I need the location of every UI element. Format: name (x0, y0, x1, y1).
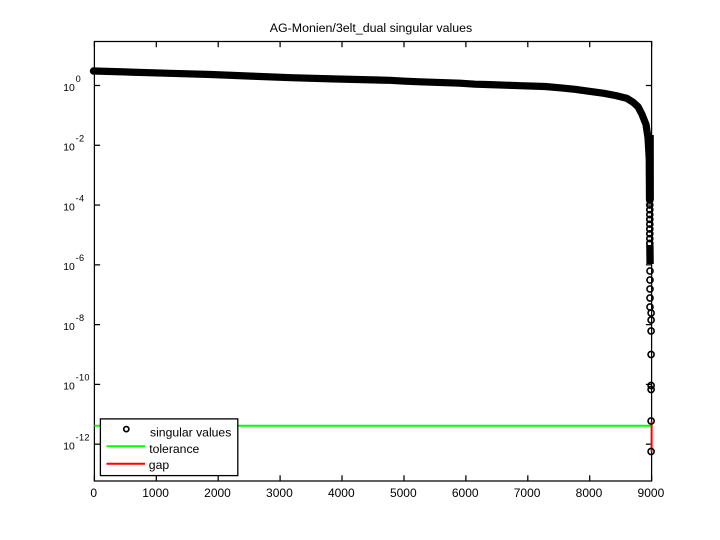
svg-text:0: 0 (90, 486, 97, 500)
svg-text:5000: 5000 (390, 486, 417, 500)
svg-text:4000: 4000 (328, 486, 355, 500)
svg-text:6000: 6000 (452, 486, 479, 500)
svg-text:tolerance: tolerance (149, 442, 199, 456)
svg-text:AG-Monien/3elt_dual singular v: AG-Monien/3elt_dual singular values (270, 21, 473, 35)
svg-text:singular values: singular values (150, 426, 231, 440)
svg-text:9000: 9000 (638, 486, 665, 500)
svg-text:2000: 2000 (204, 486, 231, 500)
svg-text:1000: 1000 (142, 486, 169, 500)
svg-text:3000: 3000 (266, 486, 293, 500)
svg-text:8000: 8000 (576, 486, 603, 500)
svg-text:7000: 7000 (514, 486, 541, 500)
svg-text:gap: gap (149, 458, 170, 472)
